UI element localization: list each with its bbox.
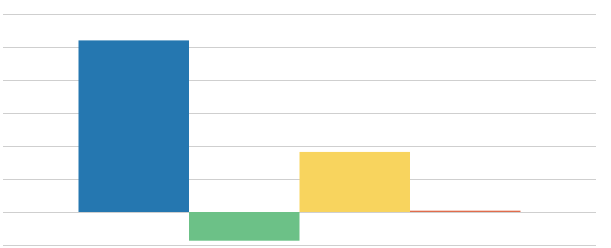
bar bbox=[189, 212, 300, 241]
bar bbox=[78, 40, 189, 213]
bar bbox=[410, 210, 521, 212]
bar bbox=[299, 151, 410, 212]
